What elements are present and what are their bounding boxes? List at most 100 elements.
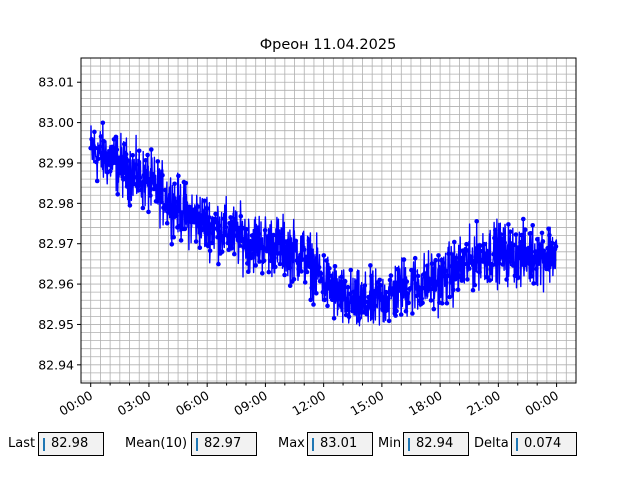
- data-point: [487, 278, 493, 283]
- delta-value-field[interactable]: 0.074: [511, 432, 577, 456]
- data-point: [347, 291, 353, 297]
- data-point: [280, 229, 286, 235]
- data-point: [99, 156, 105, 161]
- data-point: [148, 193, 153, 198]
- data-point: [529, 274, 534, 279]
- data-point: [244, 226, 249, 232]
- x-tick-label: 21:00: [464, 388, 503, 419]
- data-point: [232, 251, 237, 257]
- data-point: [540, 239, 546, 244]
- x-tick-label: 03:00: [115, 388, 154, 419]
- data-point: [197, 245, 203, 250]
- data-point: [516, 275, 521, 280]
- data-point: [439, 301, 445, 306]
- last-value-field[interactable]: 82.98: [38, 432, 104, 456]
- data-point: [277, 261, 283, 267]
- mean-value-field[interactable]: 82.97: [191, 432, 257, 456]
- data-point: [283, 258, 288, 263]
- data-point: [306, 238, 312, 243]
- data-point: [495, 252, 501, 257]
- data-point: [100, 120, 106, 126]
- data-point: [480, 259, 486, 264]
- data-point: [126, 176, 132, 181]
- data-point: [384, 289, 389, 295]
- data-point: [398, 275, 403, 280]
- data-point: [507, 251, 512, 256]
- data-point: [138, 187, 144, 193]
- data-point: [419, 296, 425, 301]
- data-point: [318, 271, 324, 276]
- data-point: [168, 211, 174, 216]
- data-point: [139, 181, 145, 187]
- data-point: [420, 300, 425, 306]
- data-point: [438, 284, 443, 290]
- data-point: [498, 232, 504, 237]
- data-point: [510, 263, 516, 268]
- data-point: [342, 279, 348, 284]
- data-point: [133, 162, 138, 167]
- y-tick-label: 82.96: [38, 277, 74, 292]
- data-point: [172, 181, 177, 187]
- max-value-field[interactable]: 83.01: [307, 432, 373, 456]
- data-point: [298, 252, 303, 258]
- data-point: [230, 240, 235, 245]
- data-point: [267, 246, 273, 251]
- data-point: [453, 276, 458, 282]
- data-point: [478, 243, 483, 248]
- data-point: [324, 258, 329, 263]
- data-point: [535, 237, 540, 242]
- data-point: [301, 247, 307, 252]
- data-point: [348, 267, 354, 273]
- data-point: [449, 263, 454, 269]
- data-point: [425, 263, 430, 269]
- data-point: [94, 178, 100, 184]
- data-point: [169, 242, 175, 247]
- data-point: [447, 294, 453, 300]
- data-point: [412, 255, 418, 261]
- data-point: [261, 258, 267, 264]
- data-point: [344, 307, 350, 313]
- data-point: [123, 152, 129, 157]
- data-point: [287, 265, 292, 271]
- data-point: [203, 227, 208, 233]
- data-point: [227, 220, 232, 226]
- y-tick-label: 82.98: [38, 196, 74, 211]
- data-point: [273, 264, 278, 270]
- data-point: [367, 296, 372, 302]
- data-point: [188, 206, 193, 211]
- grid: [80, 57, 577, 383]
- data-point: [543, 252, 548, 257]
- data-point: [466, 248, 471, 253]
- data-point: [482, 253, 488, 259]
- data-point: [505, 261, 510, 266]
- data-point: [300, 257, 305, 262]
- data-point: [224, 233, 230, 238]
- data-point: [335, 281, 341, 287]
- data-point: [152, 183, 158, 188]
- data-point: [355, 302, 360, 308]
- data-point: [217, 223, 222, 228]
- data-point: [131, 166, 136, 172]
- data-point: [538, 253, 544, 259]
- data-point: [549, 240, 555, 246]
- data-point: [393, 313, 398, 318]
- data-point: [97, 144, 103, 149]
- data-point: [142, 173, 148, 178]
- data-point: [549, 244, 554, 250]
- data-point: [178, 238, 184, 243]
- min-value-field[interactable]: 82.94: [403, 432, 469, 456]
- data-point: [256, 231, 261, 237]
- data-point: [341, 284, 346, 289]
- data-point: [389, 287, 395, 292]
- data-point: [103, 150, 108, 156]
- data-point: [518, 240, 523, 245]
- data-point: [193, 239, 199, 244]
- plot-frame: [80, 57, 577, 384]
- data-point: [405, 291, 411, 296]
- data-point: [477, 269, 482, 275]
- data-point: [212, 219, 217, 225]
- data-point: [422, 285, 427, 291]
- data-point: [238, 213, 244, 219]
- data-point: [342, 295, 347, 301]
- data-point: [416, 285, 422, 290]
